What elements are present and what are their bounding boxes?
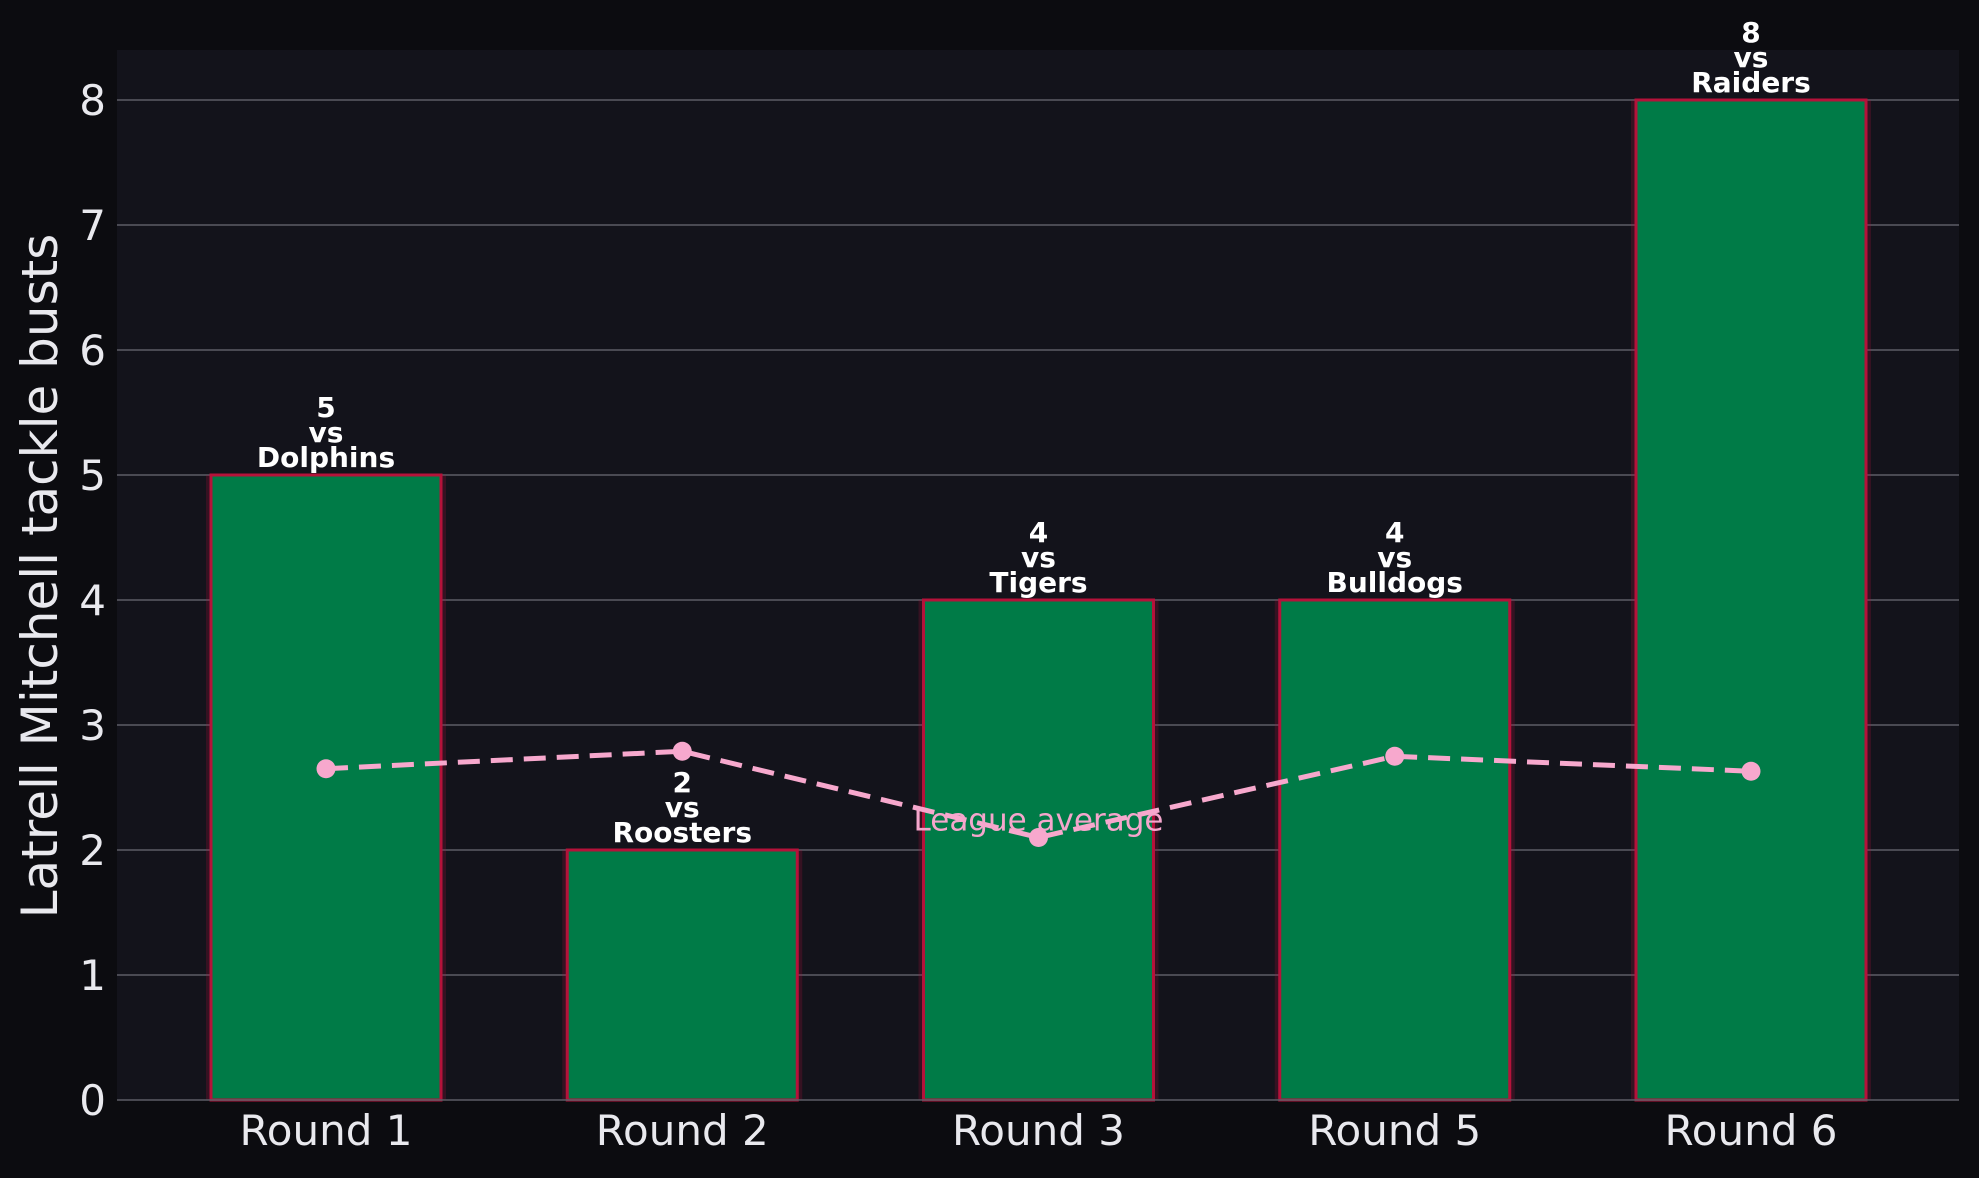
league-average-point [672,741,692,761]
y-tick-label: 0 [79,1076,106,1125]
y-tick-label: 4 [79,576,106,625]
bars [206,98,1871,1102]
league-average-point [1029,828,1048,847]
y-tick-label: 3 [79,701,106,750]
bar-value-label: 4 [1029,516,1048,549]
bar-value-label: 8 [1741,16,1760,49]
x-tick-label: Round 5 [1308,1106,1481,1155]
bar-opponent-label: Raiders [1691,66,1811,99]
league-average-line: League average [316,741,1761,847]
bar-vs-label: vs [1377,541,1412,574]
bar-value-label: 2 [673,766,692,799]
bar [209,473,443,1102]
y-tick-label: 7 [79,201,106,250]
bar-opponent-label: Tigers [989,566,1087,599]
bar-opponent-label: Roosters [612,816,752,849]
y-tick-label: 2 [79,826,106,875]
bar [922,598,1155,1102]
bar [1634,98,1868,1102]
bar-vs-label: vs [1021,541,1056,574]
league-average-path [325,748,1752,840]
league-average-point [316,759,336,779]
x-tick-label: Round 6 [1665,1106,1838,1155]
bar-vs-label: vs [665,791,700,824]
bar [1278,598,1512,1102]
league-average-label: League average [914,803,1164,839]
y-tick-label: 5 [79,451,106,500]
bar-vs-label: vs [309,416,344,449]
y-tick-label: 8 [79,76,106,125]
y-tick-labels: 0 1 2 3 4 5 6 7 8 [79,76,106,1125]
bar-vs-label: vs [1734,41,1769,74]
league-average-point [1385,746,1405,766]
league-average-point [1741,761,1761,781]
x-tick-label: Round 2 [596,1106,769,1155]
y-tick-label: 1 [79,951,106,1000]
bar-labels: 5vsDolphins2vsRoosters4vsTigers4vsBulldo… [257,16,1811,849]
x-tick-label: Round 3 [952,1106,1125,1155]
bar-value-label: 4 [1385,516,1404,549]
bar-opponent-label: Dolphins [257,441,395,474]
y-axis-title: Latrell Mitchell tackle busts [11,234,69,919]
bar [565,848,799,1102]
bar-value-label: 5 [316,391,335,424]
x-tick-labels: Round 1 Round 2 Round 3 Round 5 Round 6 [240,1106,1838,1155]
x-tick-label: Round 1 [240,1106,413,1155]
bar-opponent-label: Bulldogs [1327,566,1463,599]
y-tick-label: 6 [79,326,106,375]
